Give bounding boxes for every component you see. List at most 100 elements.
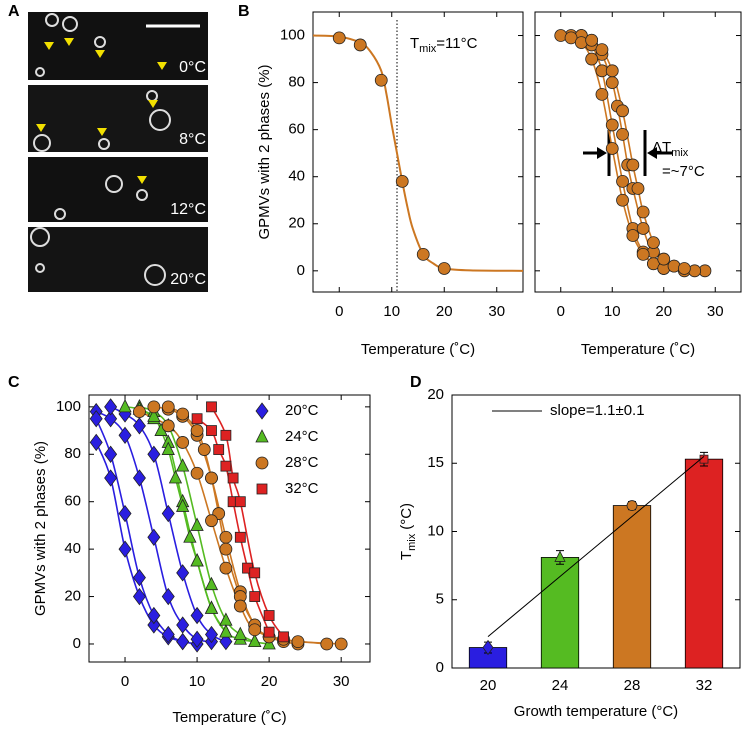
marker xyxy=(147,606,161,625)
marker xyxy=(204,600,219,614)
marker xyxy=(219,530,233,544)
x-tick-label: 20 xyxy=(436,303,453,320)
y-tick-label: 15 xyxy=(427,454,444,471)
marker xyxy=(132,568,146,587)
marker xyxy=(248,633,262,648)
x-tick-label: 30 xyxy=(488,303,505,320)
marker xyxy=(220,429,232,441)
y-axis-title: Tmix (°C) xyxy=(398,503,418,560)
annotation-rest: =11°C xyxy=(436,35,477,52)
marker xyxy=(249,567,261,579)
marker xyxy=(161,400,175,414)
y-tick-label: 80 xyxy=(64,445,81,462)
marker xyxy=(626,500,638,511)
marker xyxy=(631,182,645,195)
marker xyxy=(89,410,103,428)
markers xyxy=(36,38,167,184)
annotation-main: T xyxy=(410,35,419,52)
marker xyxy=(585,33,599,47)
y-axis-title-main: T xyxy=(398,551,415,560)
marker xyxy=(605,118,619,132)
marker xyxy=(291,635,305,649)
y-tick-label: 60 xyxy=(288,121,305,138)
x-tick-label: 10 xyxy=(604,303,621,320)
image-label: 12°C xyxy=(170,201,206,218)
marker xyxy=(161,504,175,523)
axes-box xyxy=(312,11,524,293)
marker xyxy=(104,445,118,463)
marker xyxy=(636,247,650,261)
marker xyxy=(605,142,619,155)
panel-label: B xyxy=(238,3,250,20)
micrograph xyxy=(28,157,208,222)
marker xyxy=(255,429,269,443)
micrographs xyxy=(28,12,208,292)
legend-label: slope=1.1±0.1 xyxy=(550,402,645,419)
marker xyxy=(595,87,609,101)
marker xyxy=(204,625,218,644)
x-tick-label: 20 xyxy=(480,677,497,694)
micrograph xyxy=(28,227,208,292)
axes-box xyxy=(88,394,371,663)
marker xyxy=(147,616,161,634)
marker xyxy=(190,630,204,648)
marker xyxy=(616,193,629,207)
legend-label: 24°C xyxy=(285,428,319,445)
marker xyxy=(168,470,183,484)
x-tick-label: 30 xyxy=(333,673,350,690)
y-tick-label: 5 xyxy=(436,591,444,608)
y-axis-title: GPMVs with 2 phases (%) xyxy=(256,64,273,239)
marker xyxy=(605,76,619,89)
marker xyxy=(320,637,334,651)
image-label: 0°C xyxy=(179,59,206,76)
y-axis-title-sub: mix xyxy=(406,533,418,551)
legend-label: 32°C xyxy=(285,480,319,497)
image-label: 20°C xyxy=(170,271,206,288)
marker xyxy=(161,625,175,644)
marker xyxy=(636,205,650,219)
panel-label: A xyxy=(8,3,20,20)
y-tick-label: 20 xyxy=(427,386,444,403)
marker xyxy=(213,444,225,455)
marker xyxy=(190,424,204,437)
marker xyxy=(132,469,146,487)
marker xyxy=(657,252,671,266)
y-axis-title-rest: (°C) xyxy=(398,503,415,530)
curve xyxy=(139,406,270,645)
marker xyxy=(220,460,232,472)
marker xyxy=(626,158,640,172)
marker xyxy=(176,498,190,512)
marker xyxy=(263,610,275,621)
y-axis-title: GPMVs with 2 phases (%) xyxy=(32,441,49,616)
annotation-sub: mix xyxy=(419,43,437,55)
marker xyxy=(118,504,132,523)
fit-line xyxy=(312,34,524,272)
x-tick-label: 0 xyxy=(557,303,565,320)
marker xyxy=(89,433,103,452)
marker xyxy=(161,441,175,455)
x-tick-label: 0 xyxy=(121,673,129,690)
y-tick-label: 100 xyxy=(56,398,81,415)
marker xyxy=(190,606,204,625)
y-tick-label: 20 xyxy=(288,215,305,232)
annotation-rest: =~7°C xyxy=(662,163,705,180)
marker xyxy=(205,471,218,485)
marker xyxy=(176,458,190,472)
marker xyxy=(255,456,269,470)
marker xyxy=(255,402,269,420)
marker xyxy=(416,247,430,261)
y-tick-label: 40 xyxy=(64,540,81,557)
marker xyxy=(132,587,146,606)
y-tick-label: 80 xyxy=(288,74,305,91)
x-tick-label: 30 xyxy=(707,303,724,320)
legend-label: 20°C xyxy=(285,402,319,419)
marker xyxy=(147,528,161,546)
marker xyxy=(104,469,118,487)
marker xyxy=(647,236,660,249)
annotation: Tmix=11°C xyxy=(410,35,478,55)
marker xyxy=(176,564,190,582)
x-tick-label: 0 xyxy=(335,303,343,320)
marker xyxy=(334,637,348,651)
marker xyxy=(677,262,691,275)
